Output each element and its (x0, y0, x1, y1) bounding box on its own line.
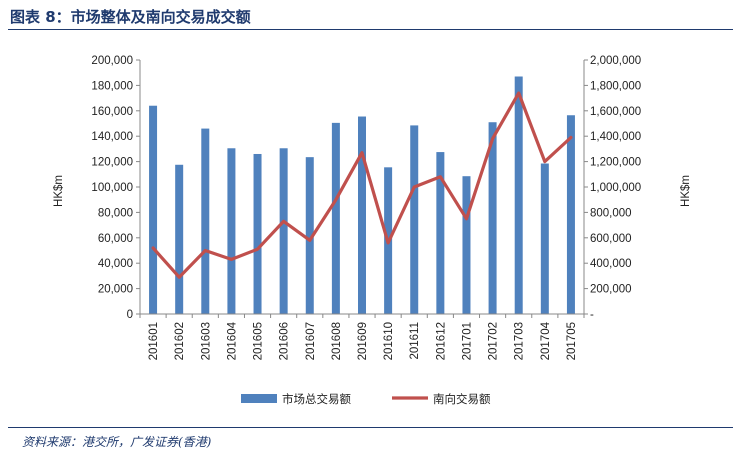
left-axis: 0 20,000 40,000 60,000 80,000 100,000 120,000 1… (91, 55, 140, 321)
left-tick-label: 140,000 (91, 131, 133, 143)
x-tick-label: 201610 (383, 322, 395, 360)
bar (331, 122, 340, 315)
right-tick-label: 600,000 (590, 233, 632, 245)
left-axis-label: HK$m (53, 175, 65, 207)
bar (540, 163, 549, 314)
right-tick-label: 1,000,000 (590, 182, 641, 194)
bar (253, 153, 262, 314)
right-axis-label: HK$m (680, 175, 692, 207)
left-tick-label: 100,000 (91, 182, 133, 194)
left-tick-label: 180,000 (91, 80, 133, 92)
bar-series (149, 76, 575, 315)
x-tick-label: 201703 (514, 322, 526, 360)
legend: 市场总交易额 南向交易额 (241, 392, 491, 406)
right-tick-label: 1,400,000 (590, 131, 641, 143)
x-tick-label: 201603 (200, 322, 212, 360)
left-tick-label: 20,000 (98, 284, 133, 296)
bar (227, 148, 236, 314)
legend-bar-swatch (241, 394, 277, 403)
bar (305, 157, 314, 314)
line-series (151, 91, 573, 279)
bar (175, 164, 184, 314)
x-tick-label: 201606 (279, 322, 291, 360)
x-tick-label: 201702 (488, 322, 500, 360)
bar (201, 128, 210, 314)
bar (410, 125, 419, 314)
x-tick-label: 201611 (409, 322, 421, 360)
x-tick-label: 201607 (305, 322, 317, 360)
bar (358, 116, 366, 314)
left-tick-label: 80,000 (98, 207, 133, 219)
right-tick-label: 1,200,000 (590, 157, 641, 169)
x-tick-label: 201605 (253, 322, 265, 360)
right-tick-label: - (590, 309, 594, 321)
x-tick-label: 201602 (174, 322, 186, 360)
x-tick-label: 201704 (540, 321, 552, 360)
source-rule (8, 427, 733, 428)
right-tick-label: 800,000 (590, 207, 632, 219)
left-tick-label: 200,000 (91, 55, 133, 67)
legend-line-label: 南向交易额 (433, 392, 491, 406)
bar (514, 76, 523, 314)
x-tick-label: 201601 (148, 322, 160, 360)
x-tick-label: 201612 (435, 322, 447, 360)
bar (149, 105, 158, 314)
left-tick-label: 120,000 (91, 157, 133, 169)
bar (566, 115, 575, 315)
x-tick-label: 201705 (566, 322, 578, 360)
bar (488, 122, 497, 314)
x-axis: 201601 201602 201603 201604 201605 201606 2016… (139, 314, 585, 360)
x-tick-label: 201701 (461, 322, 473, 360)
legend-bar-label: 市场总交易额 (282, 392, 351, 406)
x-tick-label: 201609 (357, 322, 369, 360)
right-tick-label: 400,000 (590, 258, 632, 270)
x-tick-label: 201604 (226, 321, 238, 360)
right-tick-label: 2,000,000 (590, 55, 641, 67)
left-tick-label: 40,000 (98, 258, 133, 270)
left-tick-label: 160,000 (91, 106, 133, 118)
bar (462, 176, 471, 314)
title-rule (8, 29, 733, 30)
left-tick-label: 60,000 (98, 233, 133, 245)
right-axis: - 200,000 400,000 600,000 800,000 1,000,000 1,… (584, 55, 641, 321)
right-tick-label: 200,000 (590, 284, 632, 296)
left-tick-label: 0 (127, 309, 133, 321)
x-tick-label: 201608 (331, 322, 343, 360)
right-tick-label: 1,800,000 (590, 80, 641, 92)
bar (279, 148, 288, 314)
figure-title: 图表 8：市场整体及南向交易成交额 (10, 8, 251, 26)
right-tick-label: 1,600,000 (590, 106, 641, 118)
bar (436, 152, 445, 314)
source-note: 资料来源：港交所，广发证券(香港) (22, 435, 212, 449)
